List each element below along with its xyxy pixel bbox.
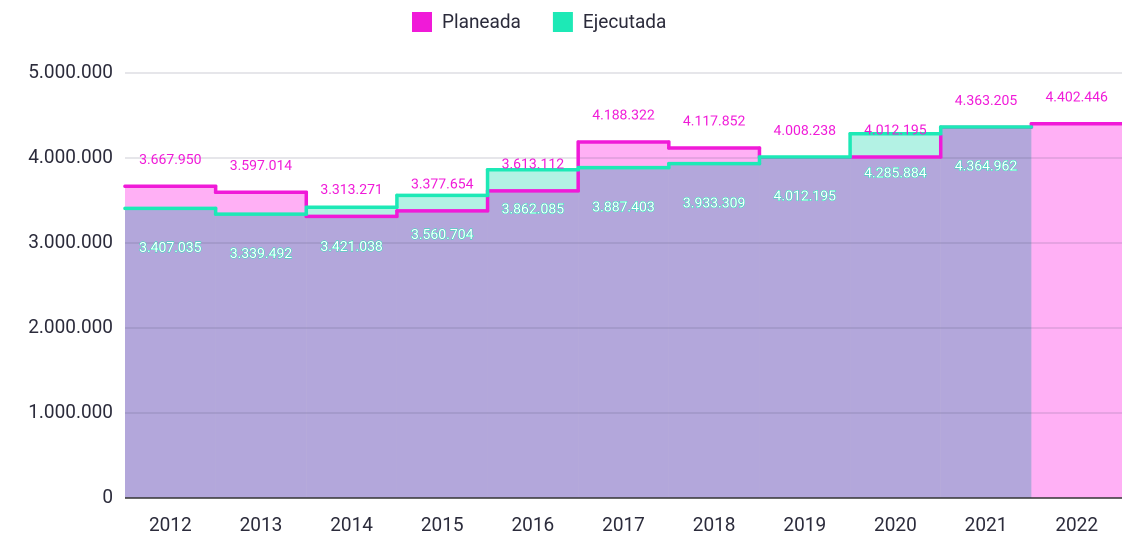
y-tick-label: 3.000.000	[28, 230, 113, 253]
area-step	[668, 163, 760, 498]
value-label: 4.012.195	[774, 189, 837, 205]
y-tick-label: 0	[102, 485, 113, 508]
value-label: 3.862.085	[502, 201, 565, 217]
x-tick-label: 2015	[421, 513, 464, 536]
area-step	[306, 207, 397, 498]
value-label: 3.377.654	[411, 177, 474, 193]
x-tick-label: 2020	[874, 513, 917, 536]
value-label: 3.560.704	[411, 227, 474, 243]
value-label: 4.012.195	[864, 123, 927, 139]
area-step	[759, 156, 851, 498]
legend-label: Planeada	[442, 10, 521, 33]
value-label: 3.597.014	[230, 158, 293, 174]
y-tick-label: 2.000.000	[28, 315, 113, 338]
x-tick-label: 2022	[1055, 513, 1098, 536]
legend-swatch	[412, 12, 432, 32]
value-label: 4.008.238	[774, 123, 837, 139]
area-step	[1031, 123, 1122, 499]
x-tick-label: 2021	[965, 513, 1008, 536]
value-label: 4.363.205	[955, 93, 1018, 109]
value-label: 4.117.852	[683, 114, 746, 130]
value-label: 3.339.492	[230, 246, 293, 262]
value-label: 3.933.309	[683, 195, 745, 211]
value-label: 3.613.112	[502, 157, 565, 173]
legend-swatch	[552, 12, 573, 32]
area-step	[850, 133, 941, 498]
value-label: 4.188.322	[592, 108, 655, 124]
value-label: 4.402.446	[1045, 89, 1108, 105]
x-tick-label: 2017	[602, 513, 645, 536]
value-label: 3.887.403	[592, 199, 654, 215]
area-step	[396, 195, 488, 499]
area-step	[215, 214, 307, 498]
x-tick-label: 2019	[783, 513, 826, 536]
area-step	[940, 126, 1032, 498]
value-label: 3.667.950	[139, 152, 202, 168]
y-tick-label: 4.000.000	[28, 145, 113, 168]
value-label: 3.421.038	[320, 239, 383, 255]
x-tick-label: 2013	[240, 513, 283, 536]
x-tick-label: 2012	[149, 513, 192, 536]
value-label: 4.285.884	[864, 165, 927, 181]
area-step	[487, 169, 579, 498]
area-step	[125, 208, 216, 498]
legend-label: Ejecutada	[583, 10, 666, 33]
x-tick-label: 2018	[693, 513, 736, 536]
y-tick-label: 5.000.000	[28, 60, 113, 83]
x-tick-label: 2016	[512, 513, 555, 536]
value-label: 3.313.271	[320, 182, 382, 198]
value-label: 4.364.962	[955, 159, 1018, 175]
area-step	[578, 167, 669, 498]
x-tick-label: 2014	[330, 513, 373, 536]
y-tick-label: 1.000.000	[28, 400, 113, 423]
value-label: 3.407.035	[139, 240, 202, 256]
